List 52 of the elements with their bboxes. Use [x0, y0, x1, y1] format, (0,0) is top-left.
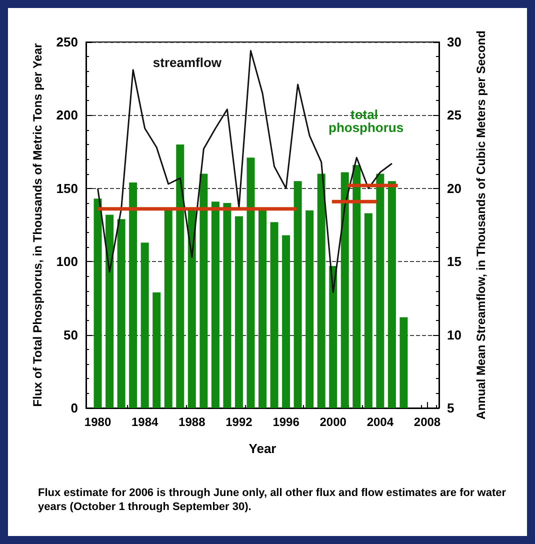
x-tick-label: 2004 [366, 415, 394, 429]
x-tick-label: 1996 [272, 415, 300, 429]
bar [270, 222, 278, 408]
bar [352, 164, 361, 408]
bar [152, 292, 161, 408]
bar [376, 174, 384, 408]
y-tick-label: 150 [56, 180, 78, 196]
x-axis-title: Year [248, 441, 276, 456]
y2-tick-label: 10 [447, 327, 462, 342]
bar [258, 210, 266, 408]
x-tick-label: 1992 [226, 415, 253, 429]
bar [234, 216, 243, 408]
x-tick-label: 1980 [84, 415, 112, 429]
y2-tick-label: 30 [447, 34, 462, 50]
bar [282, 235, 290, 408]
bar [188, 210, 196, 408]
text: Flux estimate for 2006 is through June only, all other flux and flow estimates are for water years (October 1 through September 30). [38, 486, 508, 514]
y-tick-label: 200 [56, 108, 78, 123]
y-tick-label: 0 [70, 400, 78, 416]
x-tick-label: 2000 [320, 415, 347, 429]
y2-tick-label: 25 [447, 108, 462, 123]
y-tick-label: 50 [64, 327, 78, 342]
bar [364, 213, 372, 408]
bar [340, 172, 349, 408]
y2-tick-label: 20 [447, 180, 462, 196]
bar [400, 317, 408, 408]
bar [329, 266, 338, 408]
bar [211, 202, 220, 408]
y2-tick-label: 15 [447, 254, 462, 270]
bar [164, 208, 172, 408]
y-tick-label: 100 [56, 254, 78, 270]
y2-tick-label: 5 [447, 400, 454, 416]
bar [176, 144, 184, 408]
y2-axis-title: Annual Mean Streamflow, in Thousands of Cubic Meters per Second [474, 30, 488, 420]
bar [106, 214, 114, 408]
bar [200, 174, 208, 408]
bar [246, 158, 255, 408]
bar [117, 219, 126, 408]
bar [140, 242, 149, 408]
x-tick-label: 1988 [178, 415, 206, 429]
bar [223, 203, 232, 408]
x-tick-label: 2008 [414, 415, 441, 429]
y-axis-title: Flux of Total Phosphorus, in Thousands of Metric Tons per Year [30, 42, 44, 407]
bar [294, 181, 302, 408]
y-tick-label: 250 [56, 34, 78, 50]
bar [306, 210, 314, 408]
series-label: streamflow [152, 54, 222, 70]
x-tick-label: 1984 [131, 415, 159, 429]
bar [388, 181, 396, 408]
bar [129, 182, 138, 408]
bar [94, 198, 102, 408]
bar [317, 174, 326, 408]
